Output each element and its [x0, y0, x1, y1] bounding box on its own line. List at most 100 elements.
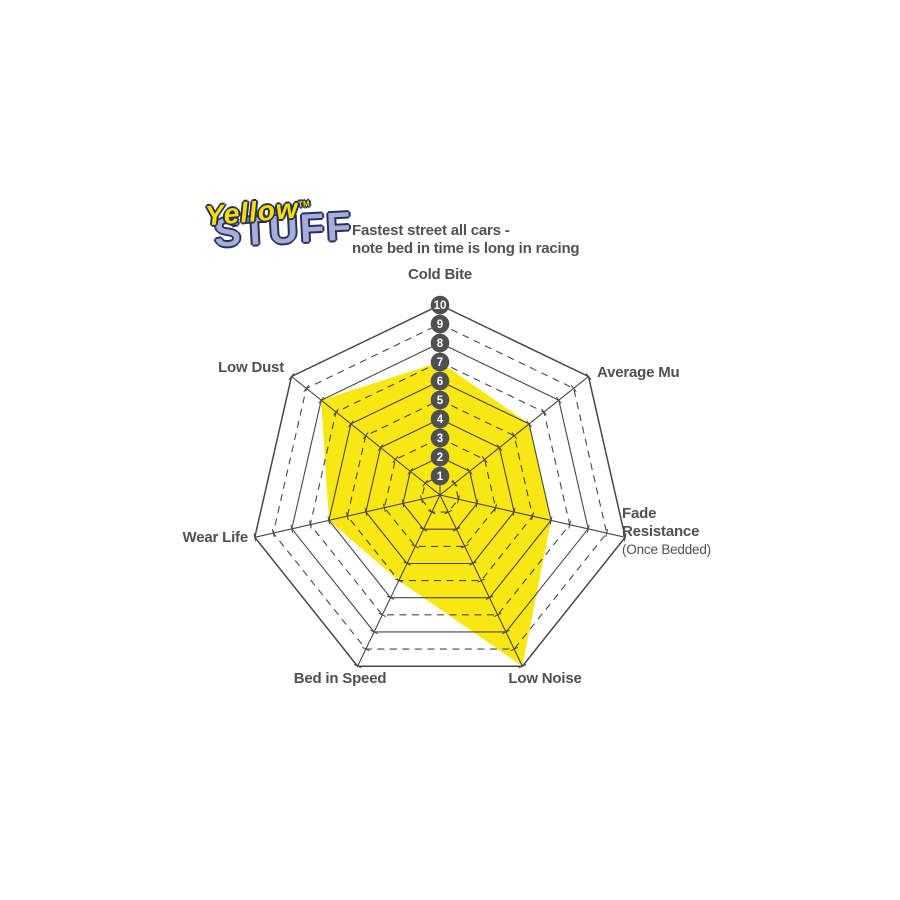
- spoke-tick: [378, 612, 387, 618]
- spoke-tick: [362, 432, 369, 440]
- grid-ring-3: [383, 437, 497, 547]
- axis-label-cold-bite: Cold Bite: [407, 266, 473, 283]
- spoke-tick: [394, 578, 403, 583]
- scale-marker-9: [430, 314, 450, 334]
- spoke-tick: [303, 384, 310, 392]
- grid-ring-7: [309, 361, 571, 616]
- scale-marker-label-4: 4: [437, 414, 444, 426]
- scale-marker-label-5: 5: [437, 395, 444, 407]
- scale-marker-5: [430, 390, 450, 410]
- scale-marker-4: [430, 409, 450, 429]
- spoke-tick: [364, 507, 368, 516]
- spoke-tick: [481, 455, 488, 463]
- scale-marker-label-9: 9: [437, 319, 443, 331]
- spoke-tick: [568, 520, 572, 529]
- spoke-tick: [403, 561, 411, 566]
- scale-marker-label-3: 3: [437, 433, 443, 445]
- axis-label-average-mu: Average Mu: [597, 364, 680, 381]
- spoke-tick: [457, 495, 460, 504]
- spoke-tick: [510, 646, 519, 652]
- scale-marker-label-1: 1: [437, 471, 444, 483]
- scale-marker-label-2: 2: [437, 452, 443, 464]
- spoke-tick: [623, 533, 627, 542]
- spoke-tick: [271, 529, 275, 538]
- spoke-tick: [511, 432, 518, 440]
- scale-marker-label-10: 10: [434, 300, 447, 312]
- spoke-tick: [407, 467, 414, 475]
- spoke-tick: [420, 495, 423, 504]
- trademark-symbol: TM: [297, 199, 311, 210]
- subtitle-line-2: note bed in time is long in racing: [352, 239, 580, 257]
- scale-marker-7: [430, 352, 450, 372]
- grid-ring-8: [291, 342, 589, 633]
- axis-label-fade-resistance: Fade Resistance (Once Bedded): [622, 505, 714, 559]
- scale-marker-label-8: 8: [437, 338, 444, 350]
- spoke-tick: [494, 503, 497, 512]
- chart-subtitle: Fastest street all cars - note bed in ti…: [352, 222, 580, 257]
- spoke-tick: [512, 507, 516, 516]
- scale-marker-label-6: 6: [437, 376, 443, 388]
- scale-marker-8: [430, 333, 450, 353]
- scale-marker-3: [430, 428, 450, 448]
- grid-ring-1: [420, 475, 460, 513]
- spoke-tick: [318, 396, 325, 404]
- spoke-tick: [452, 527, 461, 532]
- scale-marker-1: [430, 466, 450, 486]
- spoke-tick: [353, 663, 362, 669]
- spoke-tick: [361, 646, 370, 652]
- spoke-tick: [401, 499, 405, 508]
- spoke-tick: [444, 509, 453, 515]
- spoke-tick: [370, 629, 378, 635]
- spoke-tick: [460, 544, 469, 549]
- spoke-tick: [288, 373, 295, 381]
- spoke-tick: [466, 467, 473, 475]
- spoke-tick: [327, 516, 331, 525]
- spoke-tick: [493, 612, 502, 618]
- spoke-tick: [585, 373, 592, 381]
- spoke-tick: [469, 561, 477, 566]
- spoke-tick: [346, 512, 349, 521]
- grid-ring-10: [253, 304, 627, 667]
- spoke-tick: [531, 512, 534, 521]
- spoke-tick: [392, 455, 399, 463]
- spoke-tick: [333, 408, 339, 416]
- grid-ring-6: [328, 380, 552, 599]
- spoke-tick: [555, 396, 562, 404]
- spoke-tick: [308, 520, 312, 529]
- spoke-tick: [570, 384, 577, 392]
- scale-marker-6: [430, 371, 450, 391]
- spoke-tick: [422, 479, 428, 487]
- grid-ring-2: [402, 456, 478, 530]
- spoke-tick: [290, 524, 294, 533]
- spoke-tick: [518, 663, 527, 669]
- data-polygon: [321, 362, 552, 667]
- spoke-tick: [586, 524, 590, 533]
- scale-marker-label-7: 7: [437, 357, 443, 369]
- spoke-tick: [377, 444, 384, 452]
- spoke-tick: [386, 595, 395, 600]
- spoke-tick: [485, 595, 494, 600]
- axis-label-low-dust: Low Dust: [218, 359, 284, 376]
- spoke-tick: [253, 533, 257, 542]
- spoke-tick: [605, 529, 609, 538]
- spoke-tick: [383, 503, 386, 512]
- spoke-tick: [477, 578, 486, 583]
- spoke-tick: [502, 629, 510, 635]
- grid-ring-5: [346, 399, 534, 582]
- spoke-tick: [526, 420, 532, 428]
- spoke-tick: [549, 516, 553, 525]
- subtitle-line-1: Fastest street all cars -: [352, 222, 510, 239]
- grid-ring-9: [272, 323, 608, 650]
- scale-marker-2: [430, 447, 450, 467]
- axis-label-low-noise: Low Noise: [508, 670, 582, 687]
- spoke-tick: [419, 527, 428, 532]
- axis-label-wear-life: Wear Life: [182, 529, 249, 546]
- spoke-tick: [475, 499, 479, 508]
- spoke-tick: [452, 479, 458, 487]
- spoke-tick: [348, 420, 354, 428]
- spoke-tick: [411, 544, 420, 549]
- grid-ring-4: [365, 418, 515, 565]
- scale-marker-10: [430, 295, 450, 315]
